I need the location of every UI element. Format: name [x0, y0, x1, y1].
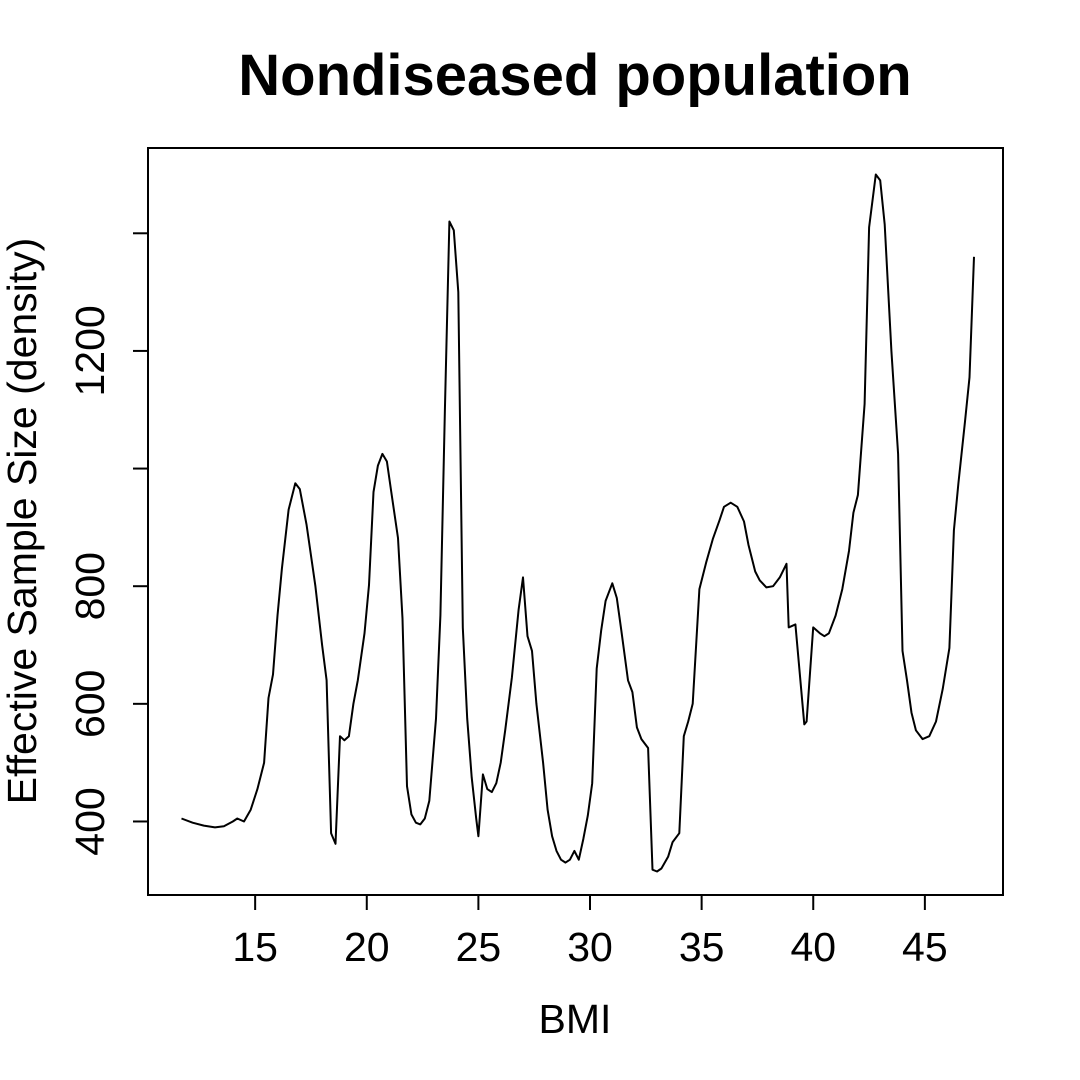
chart-title: Nondiseased population — [238, 43, 912, 108]
y-tick-label: 1200 — [67, 305, 113, 396]
x-tick-label: 45 — [902, 924, 948, 970]
x-axis-label: BMI — [539, 996, 612, 1042]
x-tick-label: 15 — [232, 924, 278, 970]
x-tick-label: 35 — [679, 924, 725, 970]
y-axis: 400 600 800 1200 — [67, 232, 149, 856]
series-line — [181, 173, 975, 873]
x-tick-label: 25 — [456, 924, 502, 970]
x-tick-label: 20 — [344, 924, 390, 970]
y-tick-label: 400 — [67, 787, 113, 855]
x-axis: 15 20 25 30 35 40 45 — [232, 894, 948, 970]
series-group — [181, 173, 975, 873]
y-tick-label: 800 — [67, 552, 113, 620]
y-axis-label: Effective Sample Size (density) — [0, 238, 45, 805]
x-tick-label: 40 — [790, 924, 836, 970]
plot-frame — [147, 147, 1004, 896]
y-tick-label: 600 — [67, 670, 113, 738]
x-tick-label: 30 — [567, 924, 613, 970]
